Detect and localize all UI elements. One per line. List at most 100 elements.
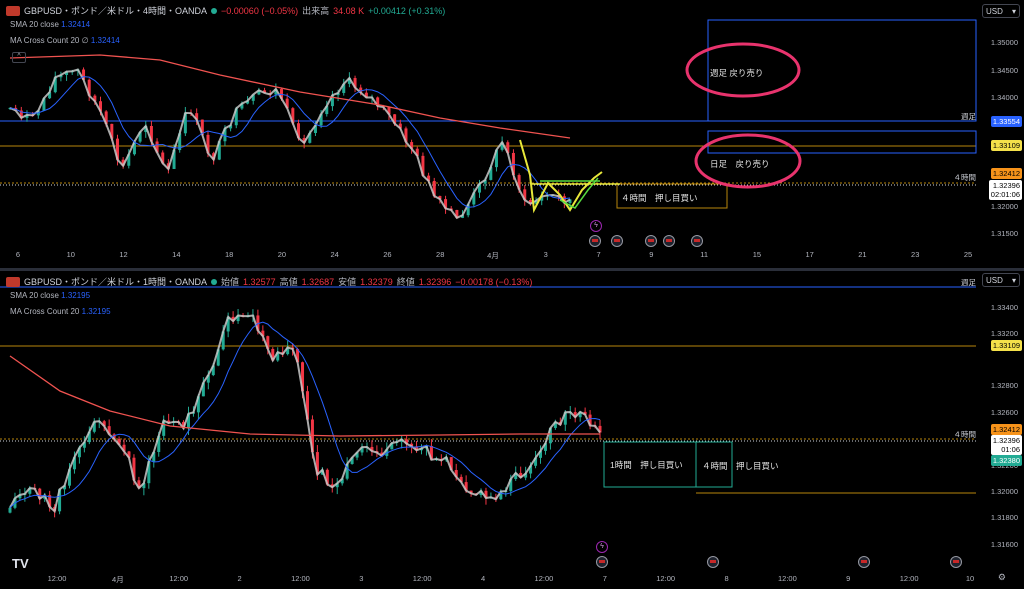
candle-body xyxy=(99,101,103,112)
change-value: −0.00178 (−0.13%) xyxy=(455,276,533,287)
time-tick: 25 xyxy=(963,250,973,259)
economic-event-icon[interactable] xyxy=(691,235,703,247)
currency-select-4h[interactable]: USD ▾ xyxy=(982,4,1020,18)
candle-body xyxy=(370,446,374,452)
lightning-icon[interactable]: ϟ xyxy=(590,220,602,232)
green-wave-drawing xyxy=(559,177,599,209)
time-axis-1h[interactable]: 12:00 4月 12:00 2 12:00 3 12:00 4 12:00 7 12:00 8 12:… xyxy=(0,574,976,586)
currency-select-1h[interactable]: USD ▾ xyxy=(982,273,1020,287)
price-tick: 1.35000 xyxy=(990,38,1018,47)
candle-body xyxy=(92,421,96,432)
gbp-flag-icon xyxy=(6,276,20,287)
h4-price-box: 1.32412 xyxy=(990,168,1022,179)
candle-body xyxy=(415,446,419,451)
candle-body xyxy=(455,209,459,218)
time-tick: 4月 xyxy=(112,575,124,584)
candle-body xyxy=(308,133,312,143)
candle-body xyxy=(104,111,108,124)
time-tick: 6 xyxy=(15,250,21,259)
sma-label: SMA 20 close xyxy=(10,291,59,300)
macc-symbol: ∅ xyxy=(81,36,89,45)
candle-body xyxy=(563,412,567,425)
candle-body xyxy=(142,483,146,489)
price-tick: 1.34500 xyxy=(990,66,1018,75)
economic-event-icon[interactable] xyxy=(663,235,675,247)
sma-line xyxy=(9,321,601,509)
candle-body xyxy=(534,200,538,204)
time-tick: 2 xyxy=(237,574,242,583)
h4-buy-note: ４時間 押し目買い xyxy=(702,461,779,471)
candle-body xyxy=(410,142,414,149)
collapse-legend-icon[interactable]: ^ xyxy=(12,52,26,63)
time-tick: 17 xyxy=(805,250,814,259)
candle-body xyxy=(122,444,126,452)
candle-body xyxy=(280,89,284,99)
time-tick: 12:00 xyxy=(534,574,554,583)
candle-body xyxy=(18,494,22,499)
candle-body xyxy=(444,199,448,209)
tradingview-logo[interactable]: TV xyxy=(12,556,29,571)
economic-event-icon[interactable] xyxy=(950,556,962,568)
gear-icon[interactable]: ⚙ xyxy=(997,572,1006,582)
candle-body xyxy=(376,97,380,107)
candle-body xyxy=(514,472,518,480)
macc-label: MA Cross Count xyxy=(10,36,69,45)
macc-label: MA Cross Count xyxy=(10,307,69,316)
symbol-title[interactable]: GBPUSD・ポンド／米ドル・4時間・OANDA xyxy=(24,6,208,16)
candle-body xyxy=(296,123,300,139)
candle-body xyxy=(454,470,458,477)
time-tick: 8 xyxy=(724,574,729,583)
time-tick: 12:00 xyxy=(47,574,67,583)
candle-body xyxy=(28,488,32,494)
candle-body xyxy=(519,472,523,478)
candle-body xyxy=(110,123,114,139)
low-label: 安値 xyxy=(338,277,357,287)
economic-event-icon[interactable] xyxy=(707,556,719,568)
weekly-zone-box xyxy=(707,19,977,122)
h1-buy-note: 1時間 押し目買い xyxy=(610,460,683,470)
candle-body xyxy=(59,75,63,78)
economic-event-icon[interactable] xyxy=(645,235,657,247)
candle-body xyxy=(484,490,488,498)
daily-circle xyxy=(694,133,802,189)
candle-body xyxy=(19,110,23,118)
candle-body xyxy=(438,195,442,200)
candle-body xyxy=(415,148,419,156)
chart-canvas-4h[interactable] xyxy=(0,0,1024,268)
price-axis-4h[interactable]: 1.35000 1.34500 1.34000 1.32000 1.31500 xyxy=(978,0,1024,262)
candle-body xyxy=(206,375,210,383)
candle-body xyxy=(82,442,86,448)
sma-price-box: 1.32380 xyxy=(990,455,1022,466)
sma-indicator-label[interactable]: SMA 20 close 1.32195 xyxy=(10,291,90,300)
candle-body xyxy=(400,439,404,443)
economic-event-icon[interactable] xyxy=(589,235,601,247)
ma-cross-count-label[interactable]: MA Cross Count 20 ∅ 1.32414 xyxy=(10,36,120,45)
price-axis-1h[interactable]: 1.33400 1.33200 1.32800 1.32600 1.32200 … xyxy=(978,271,1024,571)
ma-cross-count-label[interactable]: MA Cross Count 20 1.32195 xyxy=(10,307,111,316)
chart-pane-1h[interactable]: GBPUSD・ポンド／米ドル・1時間・OANDA 始値 1.32577 高値 1.3… xyxy=(0,271,1024,589)
economic-event-icon[interactable] xyxy=(611,235,623,247)
chart-canvas-1h[interactable] xyxy=(0,271,1024,589)
sma-indicator-label[interactable]: SMA 20 close 1.32414 xyxy=(10,20,90,29)
economic-event-icon[interactable] xyxy=(858,556,870,568)
pane-divider[interactable] xyxy=(0,268,1024,271)
time-tick: 11 xyxy=(700,250,709,259)
time-tick: 28 xyxy=(436,250,445,259)
time-axis-4h[interactable]: 6 10 12 14 18 20 24 26 28 4月 3 7 9 11 15 17 21 23 25 xyxy=(0,250,976,262)
time-tick: 12:00 xyxy=(899,574,919,583)
symbol-header-1h[interactable]: GBPUSD・ポンド／米ドル・1時間・OANDA 始値 1.32577 高値 1.3… xyxy=(6,275,532,288)
lightning-icon[interactable]: ϟ xyxy=(596,541,608,553)
candle-body xyxy=(523,189,527,201)
candle-body xyxy=(562,196,566,203)
candle-body xyxy=(234,108,238,126)
candle-body xyxy=(359,87,363,93)
candle-body xyxy=(144,125,148,133)
weekly-line-label: 週足 xyxy=(961,112,976,121)
candle-body xyxy=(65,71,69,76)
chart-pane-4h[interactable]: GBPUSD・ポンド／米ドル・4時間・OANDA −0.00060 (−0.05… xyxy=(0,0,1024,270)
economic-event-icon[interactable] xyxy=(596,556,608,568)
symbol-title[interactable]: GBPUSD・ポンド／米ドル・1時間・OANDA xyxy=(24,277,208,287)
symbol-header-4h[interactable]: GBPUSD・ポンド／米ドル・4時間・OANDA −0.00060 (−0.05… xyxy=(6,4,445,17)
candle-body xyxy=(149,125,153,142)
candle-body xyxy=(285,98,289,109)
